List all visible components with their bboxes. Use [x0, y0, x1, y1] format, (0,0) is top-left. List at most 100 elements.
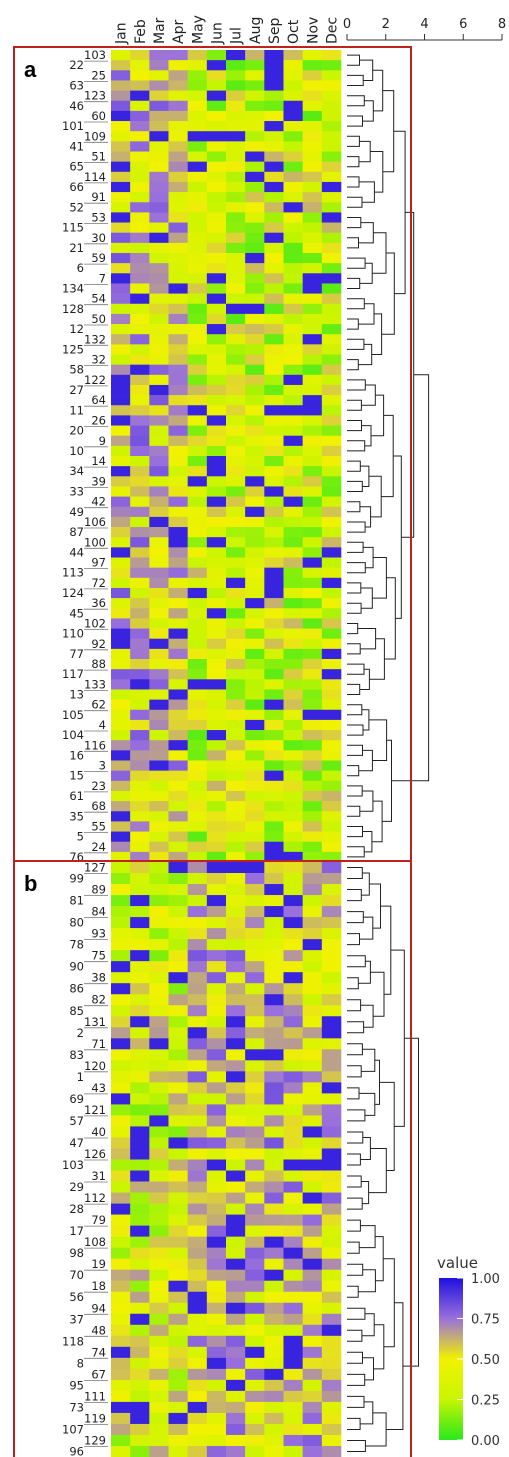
heatmap-cell — [302, 873, 323, 885]
heatmap-cell — [302, 740, 323, 751]
heatmap-cell — [187, 212, 208, 223]
heatmap-cell — [168, 961, 188, 973]
heatmap-cell — [302, 303, 323, 315]
heatmap-cell — [226, 1016, 246, 1028]
heatmap-cell — [149, 303, 169, 315]
heatmap-cell — [187, 486, 208, 497]
row-label: 54 — [91, 292, 106, 306]
heatmap-cell — [226, 283, 246, 294]
heatmap-cell — [149, 456, 169, 467]
heatmap-cell — [226, 90, 246, 102]
heatmap-cell — [283, 1324, 303, 1337]
heatmap-cell — [187, 1148, 208, 1160]
heatmap-cell — [226, 1236, 246, 1248]
heatmap-cell — [302, 669, 323, 680]
heatmap-cell — [187, 1137, 208, 1149]
dendrogram-branch — [358, 960, 371, 984]
heatmap-cell — [226, 1082, 246, 1094]
dendrogram-branch — [347, 95, 365, 107]
row-label: 63 — [69, 79, 84, 93]
row-label: 86 — [69, 982, 84, 996]
heatmap-cell — [111, 131, 131, 142]
heatmap-cell — [321, 405, 342, 416]
heatmap-cell — [264, 110, 284, 122]
heatmap-cell — [264, 587, 284, 599]
dendrogram-branch — [365, 1412, 387, 1447]
heatmap-cell — [168, 1192, 188, 1204]
heatmap-cell — [283, 709, 303, 721]
heatmap-cell — [187, 466, 208, 477]
heatmap-cell — [302, 253, 323, 264]
heatmap-cell — [206, 780, 227, 792]
heatmap-cell — [245, 895, 265, 907]
heatmap-cell — [302, 1379, 323, 1392]
heatmap-cell — [187, 1093, 208, 1105]
heatmap-cell — [149, 628, 169, 639]
heatmap-cell — [187, 324, 208, 335]
heatmap-cell — [302, 537, 323, 548]
row-label: 120 — [84, 1059, 106, 1073]
row-label: 102 — [84, 617, 106, 631]
heatmap-cell — [321, 232, 342, 244]
heatmap-cell — [206, 928, 227, 940]
heatmap-cell — [302, 1269, 323, 1282]
heatmap-cell — [168, 537, 188, 548]
heatmap-cell — [206, 1269, 227, 1282]
heatmap-cell — [264, 222, 284, 233]
heatmap-cell — [206, 1390, 227, 1403]
heatmap-cell — [302, 928, 323, 940]
heatmap-cell — [206, 486, 227, 497]
dendrogram-branch — [361, 384, 376, 406]
heatmap-cell — [111, 1445, 131, 1457]
heatmap-cell — [206, 1247, 227, 1259]
heatmap-cell — [130, 1302, 150, 1315]
heatmap-cell — [226, 192, 246, 203]
heatmap-cell — [302, 50, 323, 61]
heatmap-cell — [264, 354, 284, 365]
heatmap-cell — [245, 1379, 265, 1392]
heatmap-cell — [302, 476, 323, 487]
heatmap-cell — [283, 374, 303, 386]
heatmap-cell — [302, 1148, 323, 1160]
heatmap-cell — [245, 1071, 265, 1083]
row-label: 64 — [91, 393, 106, 407]
heatmap-cell — [226, 1346, 246, 1359]
heatmap-cell — [168, 1038, 188, 1050]
heatmap-cell — [111, 862, 131, 874]
heatmap-cell — [168, 192, 188, 203]
heatmap-cell — [321, 577, 342, 589]
heatmap-cell — [283, 1247, 303, 1259]
heatmap-cell — [149, 344, 169, 355]
heatmap-cell — [302, 202, 323, 213]
heatmap-cell — [111, 425, 131, 436]
heatmap-cell — [283, 1368, 303, 1381]
heatmap-cell — [321, 669, 342, 680]
heatmap-cell — [111, 719, 131, 731]
row-label: 112 — [84, 1191, 106, 1205]
row-label: 33 — [69, 485, 84, 499]
heatmap-cell — [149, 1214, 169, 1226]
row-label: 14 — [91, 454, 106, 468]
heatmap-cell — [187, 293, 208, 305]
heatmap-cell — [321, 131, 342, 142]
heatmap-cell — [245, 384, 265, 396]
heatmap-cell — [168, 303, 188, 315]
heatmap-cell — [283, 1214, 303, 1226]
heatmap-cell — [226, 1368, 246, 1381]
heatmap-cell — [321, 395, 342, 406]
heatmap-cell — [187, 1247, 208, 1259]
heatmap-cell — [187, 1313, 208, 1326]
heatmap-cell — [245, 1126, 265, 1138]
heatmap-cell — [187, 801, 208, 812]
row-label: 128 — [62, 302, 84, 316]
heatmap-cell — [302, 171, 323, 183]
heatmap-cell — [168, 283, 188, 294]
heatmap-cell — [168, 202, 188, 213]
heatmap-cell — [187, 1016, 208, 1028]
heatmap-cell — [187, 1005, 208, 1017]
heatmap-cell — [321, 506, 342, 518]
heatmap-cell — [130, 242, 150, 254]
heatmap-cell — [111, 740, 131, 751]
heatmap-cell — [111, 587, 131, 599]
heatmap-cell — [245, 283, 265, 294]
